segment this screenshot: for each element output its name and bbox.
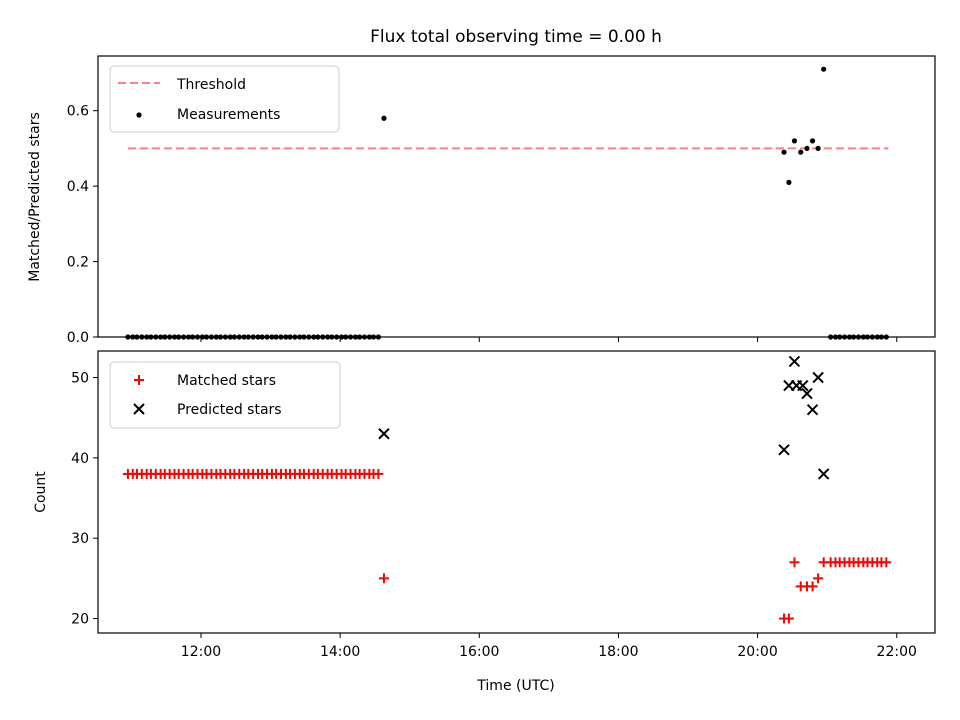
matched-star-marker [783,613,794,624]
bottom-y-tick-label: 30 [71,531,89,547]
bottom-legend-frame [109,361,341,429]
legend-threshold-label: Threshold [176,77,246,93]
bottom-data-marks [122,355,892,624]
top-x-axis-ticks [200,337,898,342]
top-data-marks [125,66,889,340]
top-y-tick-label: 0.0 [67,330,89,346]
top-y-tick-label: 0.6 [67,104,89,120]
x-tick-label: 16:00 [459,644,499,660]
matched-star-marker [373,468,384,479]
bottom-y-tick-label: 50 [71,371,89,387]
matched-star-marker [789,557,800,568]
legend-predicted-marker [133,403,145,415]
legend-measurement-dot [136,112,142,118]
x-tick-label: 18:00 [598,644,638,660]
predicted-star-marker [812,371,824,384]
bottom-legend: Matched stars Predicted stars [109,361,341,429]
measurement-point [381,115,387,121]
bottom-y-axis: 20 30 40 50 [71,371,98,628]
predicted-star-marker [788,355,801,368]
top-panel: 0.0 0.2 0.4 0.6 Matched/Predicted stars Thr… [27,55,936,346]
chart-title: Flux total observing time = 0.00 h [370,27,662,47]
predicted-star-marker [801,387,813,400]
measurement-point [821,66,827,72]
bottom-axes-frame [97,350,936,634]
measurement-point [804,145,810,152]
top-y-tick-label: 0.2 [67,255,89,271]
top-y-axis-label: Matched/Predicted stars [27,112,43,282]
top-y-tick-label: 0.4 [67,179,89,195]
predicted-star-marker [378,428,390,440]
predicted-star-marker [778,444,790,456]
bottom-x-axis: 12:00 14:00 16:00 18:00 20:00 22:00 [181,633,917,660]
measurement-point [809,138,816,144]
legend-matched-marker [134,375,144,385]
matched-star-marker [807,581,818,592]
bottom-y-tick-label: 20 [71,612,89,628]
top-y-axis: 0.0 0.2 0.4 0.6 [67,104,98,346]
x-tick-label: 22:00 [877,644,917,660]
legend-matched-label: Matched stars [177,373,276,389]
matched-star-marker [813,573,824,584]
measurement-point [781,149,787,155]
x-tick-label: 20:00 [737,644,777,660]
predicted-star-marker [817,468,830,480]
measurement-point [791,138,798,144]
legend-predicted-label: Predicted stars [177,402,282,418]
matched-star-marker [881,557,892,568]
measurement-point [798,149,804,155]
top-axes-frame [97,55,936,338]
top-legend-frame [109,65,340,133]
x-tick-label: 14:00 [320,644,360,660]
measurement-point [786,179,792,185]
predicted-star-marker [797,379,809,392]
top-legend: Threshold Measurements [109,65,340,133]
predicted-star-marker [806,403,819,416]
matched-star-marker [378,573,389,584]
legend-measurements-label: Measurements [177,107,280,123]
x-tick-label: 12:00 [181,644,221,660]
bottom-y-tick-label: 40 [71,451,89,467]
x-axis-label: Time (UTC) [476,678,554,694]
bottom-y-axis-label: Count [33,471,49,513]
measurement-point [815,145,821,152]
